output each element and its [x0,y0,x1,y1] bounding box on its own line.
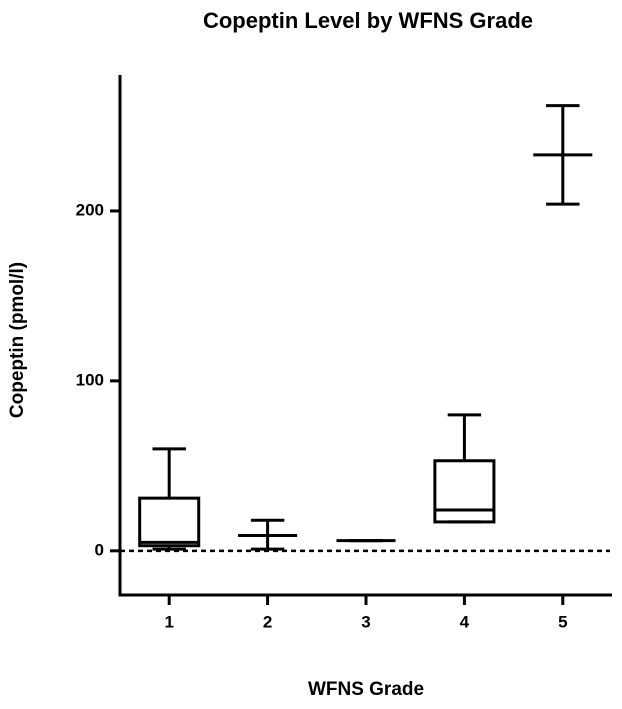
chart-title: Copeptin Level by WFNS Grade [203,8,533,33]
x-tick-label: 3 [361,612,370,631]
box [138,496,201,548]
y-axis-label: Copeptin (pmol/l) [7,262,28,418]
x-tick-label: 4 [460,612,470,631]
box [433,459,496,524]
x-axis-label: WFNS Grade [308,679,424,700]
y-tick-label: 200 [76,200,104,219]
y-tick-label: 100 [76,370,104,389]
x-tick-label: 5 [558,612,567,631]
x-tick-label: 2 [263,612,272,631]
x-tick-label: 1 [164,612,173,631]
y-tick-label: 0 [95,540,104,559]
